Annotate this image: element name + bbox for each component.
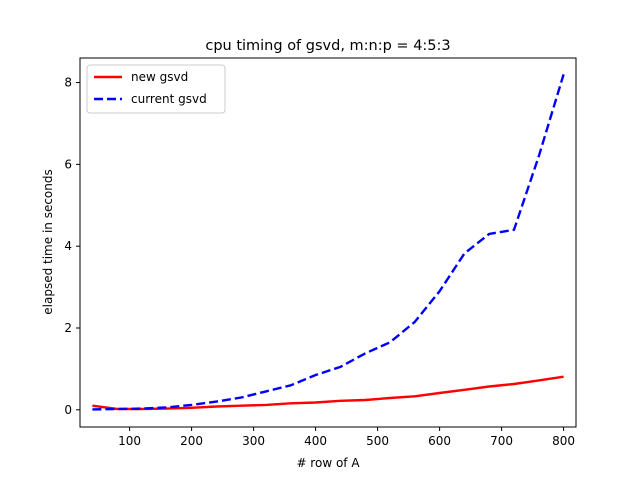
x-tick-label: 200 — [180, 434, 203, 448]
y-tick-label: 6 — [64, 157, 72, 171]
y-axis-label: elapsed time in seconds — [41, 169, 55, 314]
x-tick-label: 500 — [366, 434, 389, 448]
x-tick-label: 100 — [118, 434, 141, 448]
y-tick-label: 4 — [64, 239, 72, 253]
chart-title: cpu timing of gsvd, m:n:p = 4:5:3 — [205, 38, 450, 54]
x-tick-label: 600 — [428, 434, 451, 448]
legend-label-1: current gsvd — [131, 92, 207, 106]
x-tick-label: 400 — [304, 434, 327, 448]
plot-area: 100 200 300 400 500 600 700 800 0 2 4 6 8 — [64, 57, 577, 448]
y-tick-label: 0 — [64, 403, 72, 417]
y-tick-label: 8 — [64, 76, 72, 90]
series-line-1 — [92, 74, 565, 411]
x-tick-label: 800 — [552, 434, 575, 448]
legend: new gsvd current gsvd — [86, 64, 226, 114]
x-axis-label: # row of A — [296, 456, 360, 470]
axes-frame — [79, 57, 577, 428]
legend-label-0: new gsvd — [131, 70, 188, 84]
y-tick-label: 2 — [64, 321, 72, 335]
x-tick-label: 700 — [490, 434, 513, 448]
x-tick-label: 300 — [242, 434, 265, 448]
series-line-0 — [92, 375, 564, 411]
